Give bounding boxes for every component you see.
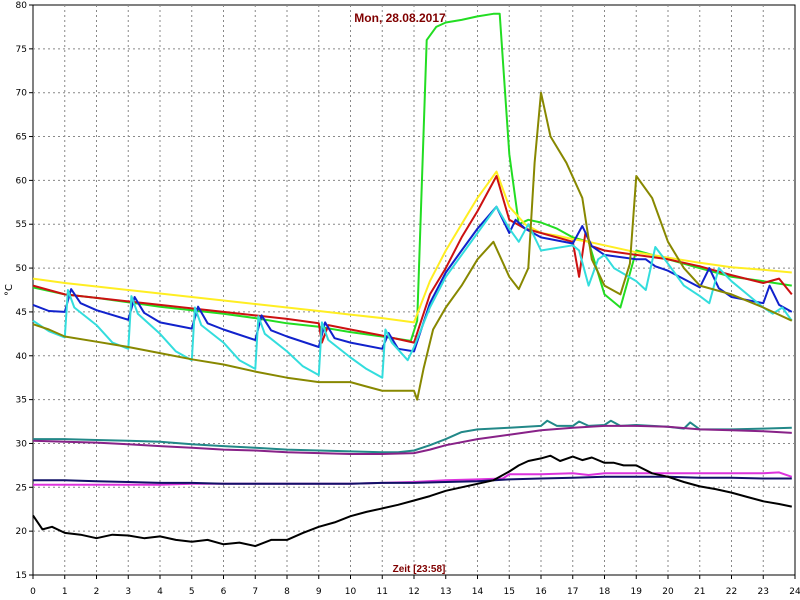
x-tick-label: 21 <box>694 587 705 597</box>
x-tick-label: 10 <box>345 587 357 597</box>
x-tick-label: 22 <box>726 587 737 597</box>
chart-title: Mon, 28.08.2017 <box>354 11 446 25</box>
y-tick-label: 25 <box>16 483 27 493</box>
x-tick-label: 0 <box>30 587 36 597</box>
x-tick-label: 23 <box>758 587 769 597</box>
y-tick-label: 50 <box>16 264 28 274</box>
y-tick-label: 70 <box>16 89 28 99</box>
series-line-6 <box>32 91 793 401</box>
series-lines <box>32 12 793 548</box>
series-line-3 <box>32 175 793 344</box>
series-line-8 <box>32 424 792 455</box>
x-tick-label: 12 <box>408 587 419 597</box>
x-tick-label: 24 <box>789 587 800 597</box>
x-axis-ticks: 0 1 2 3 4 5 6 7 8 9 10 11 12 13 14 15 16 17 18 19 20 21 22 23 24 <box>30 575 800 597</box>
y-tick-label: 15 <box>16 571 27 581</box>
x-tick-label: 20 <box>662 587 674 597</box>
x-tick-label: 16 <box>535 587 547 597</box>
y-tick-label: 60 <box>16 176 28 186</box>
x-tick-label: 19 <box>631 587 643 597</box>
y-tick-label: 20 <box>16 527 28 537</box>
x-axis-label: Zeit [23:58] <box>393 564 446 575</box>
series-line-5 <box>32 205 793 379</box>
x-tick-label: 4 <box>157 587 163 597</box>
y-tick-label: 55 <box>16 220 27 230</box>
y-tick-label: 75 <box>16 45 27 55</box>
x-tick-label: 18 <box>599 587 611 597</box>
x-tick-label: 11 <box>377 587 388 597</box>
x-tick-label: 7 <box>252 587 258 597</box>
y-tick-label: 40 <box>16 352 28 362</box>
series-line-1 <box>32 12 792 342</box>
series-line-4 <box>32 205 793 353</box>
x-tick-label: 5 <box>189 587 195 597</box>
x-tick-label: 14 <box>472 587 484 597</box>
series-line-11 <box>32 454 793 548</box>
y-tick-label: 80 <box>16 1 28 11</box>
y-axis-label: °C <box>4 284 15 296</box>
y-tick-label: 35 <box>16 396 27 406</box>
y-tick-label: 30 <box>16 439 28 449</box>
series-line-9 <box>33 471 793 486</box>
y-axis-ticks: 15 20 25 30 35 40 45 50 55 60 65 70 75 80 <box>16 1 33 581</box>
x-tick-label: 15 <box>504 587 515 597</box>
y-tick-label: 65 <box>16 133 27 143</box>
series-line-2 <box>32 170 792 324</box>
x-tick-label: 8 <box>284 587 290 597</box>
x-tick-label: 2 <box>94 587 100 597</box>
y-tick-label: 45 <box>16 308 27 318</box>
x-tick-label: 6 <box>221 587 227 597</box>
x-tick-label: 1 <box>62 587 68 597</box>
x-tick-label: 3 <box>125 587 131 597</box>
x-tick-label: 17 <box>567 587 578 597</box>
x-tick-label: 9 <box>316 587 322 597</box>
x-tick-label: 13 <box>440 587 451 597</box>
